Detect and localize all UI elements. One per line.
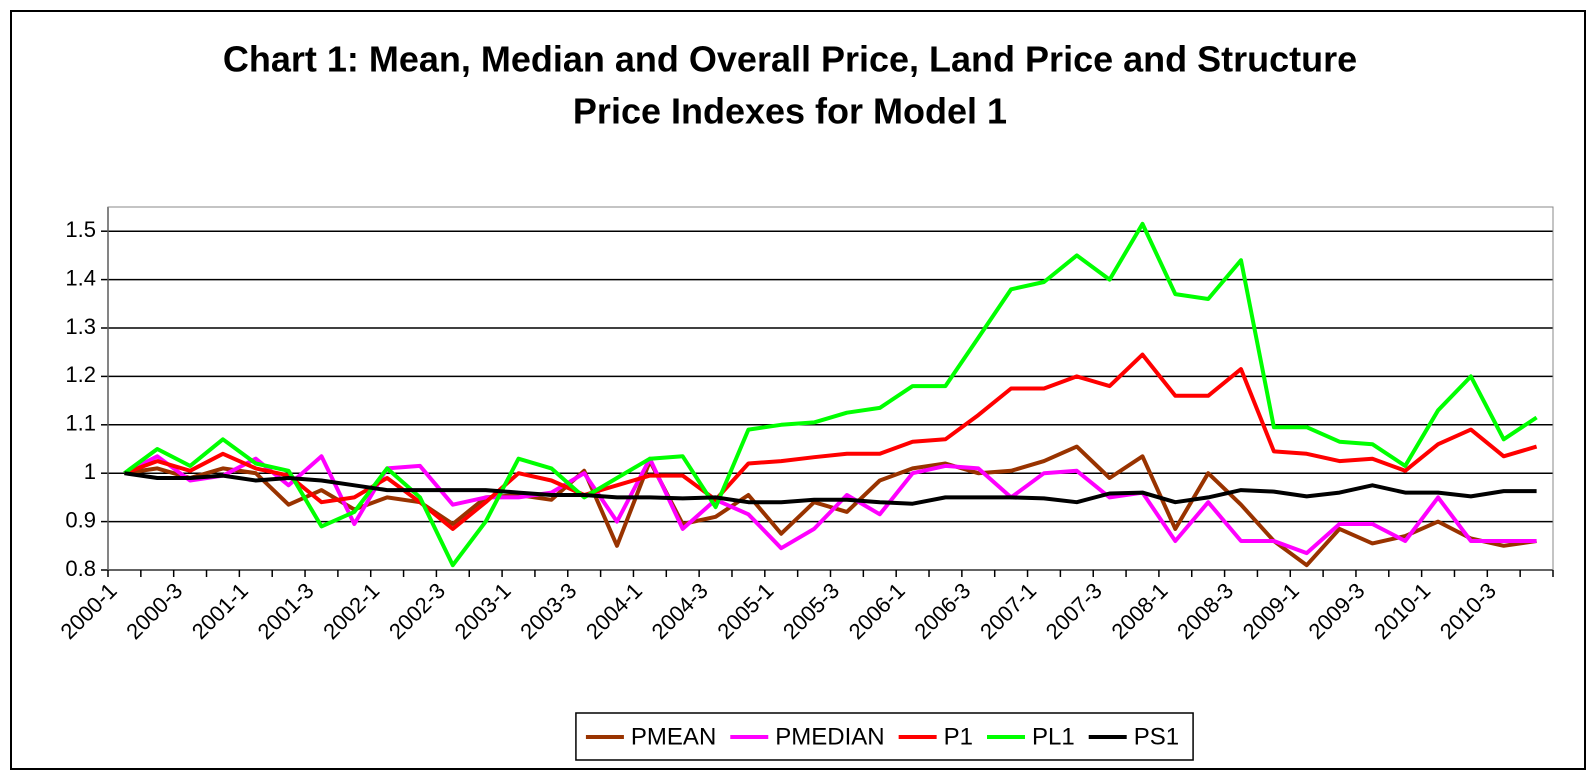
chart-frame bbox=[10, 10, 1586, 770]
y-tick-label: 1.1 bbox=[65, 411, 96, 436]
y-tick-label: 1 bbox=[84, 459, 96, 484]
legend-label: PMEAN bbox=[631, 723, 716, 750]
legend-label: PS1 bbox=[1134, 723, 1179, 750]
series-line bbox=[123, 221, 1538, 568]
legend-label: P1 bbox=[944, 723, 973, 750]
series-line bbox=[123, 352, 1538, 531]
legend: PMEAN PMEDIAN P1 PL1 PS1 bbox=[575, 712, 1194, 761]
series-line bbox=[124, 471, 1537, 506]
y-tick-label: 1.2 bbox=[65, 362, 96, 387]
chart-title: Chart 1: Mean, Median and Overall Price,… bbox=[223, 39, 1357, 80]
series-line bbox=[123, 454, 1537, 556]
y-tick-label: 1.5 bbox=[65, 217, 96, 242]
legend-label: PL1 bbox=[1032, 723, 1075, 750]
y-tick-label: 1.3 bbox=[65, 314, 96, 339]
chart-subtitle: Price Indexes for Model 1 bbox=[573, 91, 1007, 132]
legend-label: PMEDIAN bbox=[775, 723, 884, 750]
y-tick-label: 1.4 bbox=[65, 265, 96, 290]
y-tick-label: 0.9 bbox=[65, 507, 96, 532]
y-tick-label: 0.8 bbox=[65, 556, 96, 581]
